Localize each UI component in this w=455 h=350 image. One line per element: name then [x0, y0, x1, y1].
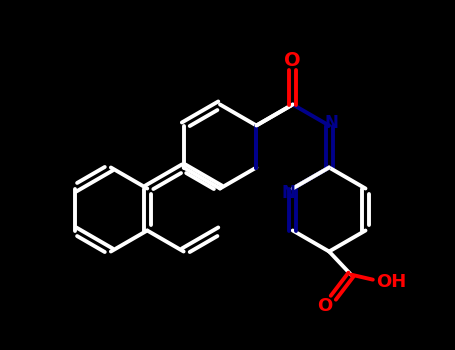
- Text: OH: OH: [376, 273, 406, 290]
- Text: N: N: [324, 113, 338, 132]
- Text: O: O: [284, 50, 301, 70]
- Text: O: O: [317, 297, 332, 315]
- Text: N: N: [282, 183, 296, 202]
